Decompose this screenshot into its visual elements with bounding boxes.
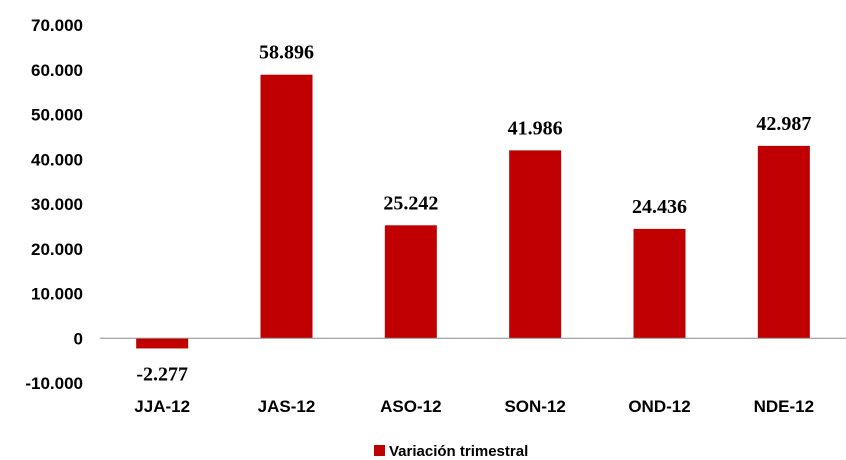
legend: Variación trimestral — [374, 443, 528, 460]
bar — [384, 225, 437, 339]
legend-swatch — [374, 445, 385, 456]
y-tick-label: 50.000 — [31, 106, 83, 125]
y-axis-ticks: -10.000 0 10.000 20.000 30.000 40.000 50.000 60… — [25, 16, 83, 393]
category-label: JAS-12 — [258, 397, 316, 416]
category-labels-group: JJA-12 JAS-12 ASO-12 SON-12 OND-12 NDE-12 — [134, 397, 814, 416]
y-tick-label: 60.000 — [31, 61, 83, 80]
data-label: -2.277 — [136, 363, 188, 385]
data-label: 58.896 — [259, 42, 314, 64]
category-label: ASO-12 — [380, 397, 441, 416]
legend-label: Variación trimestral — [389, 443, 528, 460]
data-label: 24.436 — [632, 196, 687, 218]
bars-group — [136, 74, 810, 349]
y-tick-label: 70.000 — [31, 16, 83, 35]
data-labels-group: -2.277 58.896 25.242 41.986 24.436 42.987 — [136, 42, 811, 386]
category-label: NDE-12 — [754, 397, 814, 416]
data-label: 25.242 — [383, 192, 438, 214]
y-tick-label: -10.000 — [25, 374, 83, 393]
y-tick-label: 30.000 — [31, 195, 83, 214]
category-label: OND-12 — [628, 397, 690, 416]
bar — [136, 338, 189, 349]
data-label: 41.986 — [508, 117, 563, 139]
bar — [633, 228, 686, 339]
data-label: 42.987 — [756, 113, 811, 135]
bar — [757, 145, 810, 339]
y-tick-label: 20.000 — [31, 240, 83, 259]
bar — [260, 74, 313, 339]
bar — [509, 150, 562, 339]
y-tick-label: 10.000 — [31, 285, 83, 304]
y-tick-label: 0 — [74, 329, 83, 348]
y-tick-label: 40.000 — [31, 150, 83, 169]
category-label: JJA-12 — [134, 397, 190, 416]
category-label: SON-12 — [504, 397, 565, 416]
